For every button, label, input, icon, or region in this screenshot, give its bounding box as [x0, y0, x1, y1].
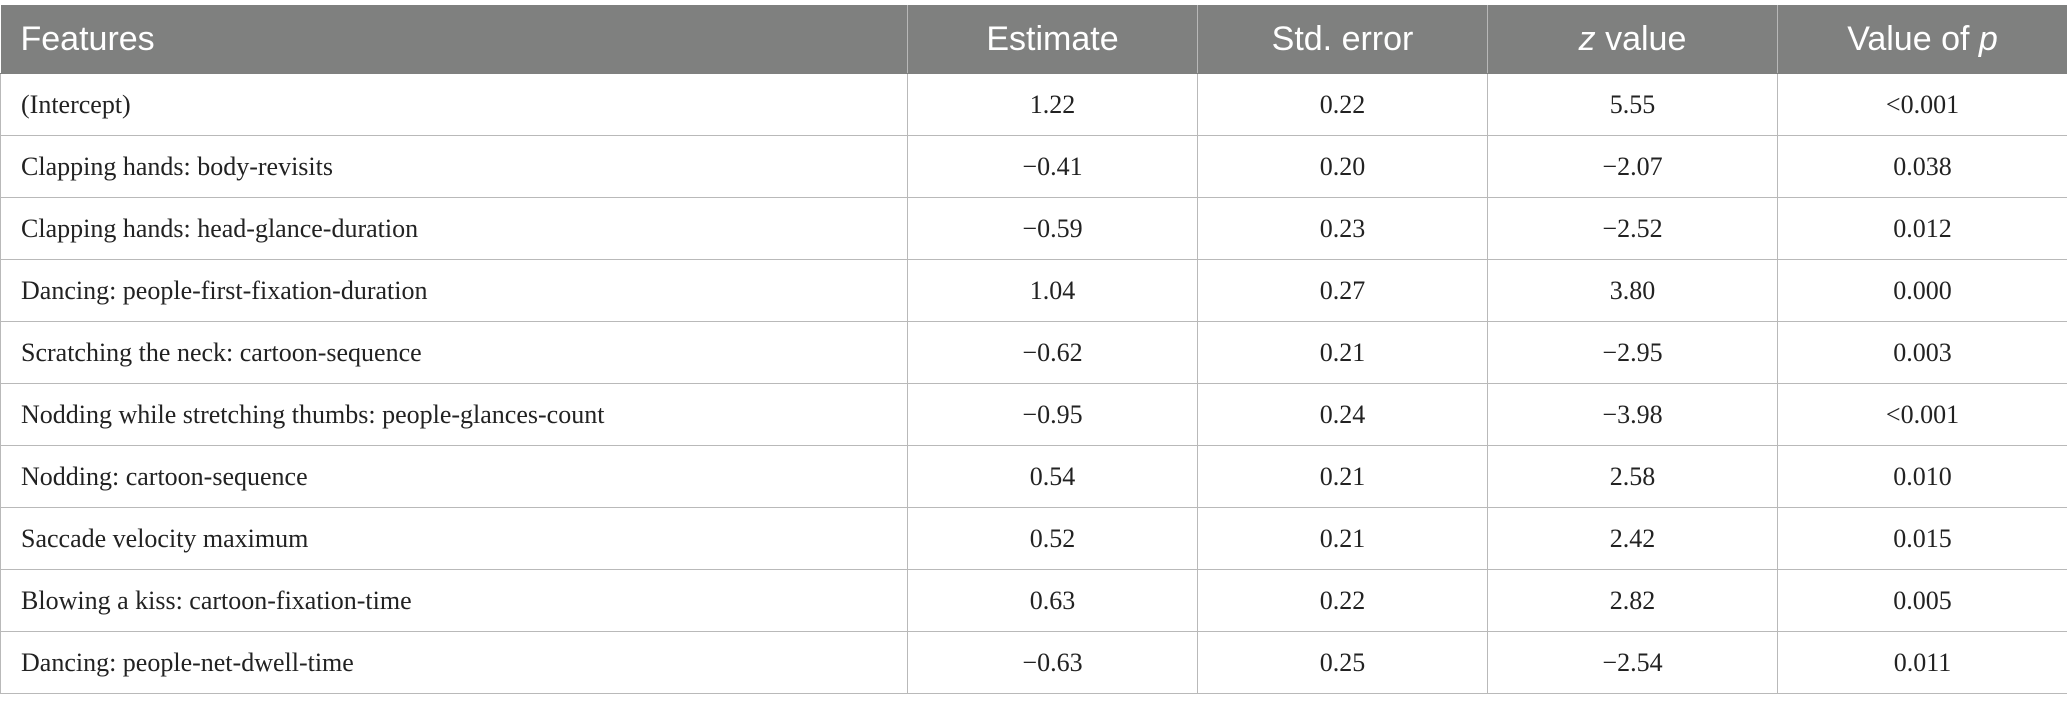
cell-std-error: 0.23 — [1197, 197, 1488, 260]
table-row: Dancing: people-net-dwell-time −0.63 0.2… — [0, 631, 2067, 694]
regression-table-container: Features Estimate Std. error z value Val… — [0, 5, 2067, 694]
header-z-rest: value — [1595, 20, 1687, 58]
header-std-error: Std. error — [1197, 5, 1488, 74]
table-row: Dancing: people-first-fixation-duration … — [0, 259, 2067, 322]
cell-std-error: 0.21 — [1197, 507, 1488, 570]
cell-estimate: 1.22 — [907, 73, 1198, 136]
cell-estimate: −0.41 — [907, 135, 1198, 198]
cell-p-value: 0.011 — [1777, 631, 2067, 694]
cell-estimate: −0.95 — [907, 383, 1198, 446]
header-estimate: Estimate — [907, 5, 1198, 74]
header-z-value: z value — [1487, 5, 1778, 74]
cell-estimate: −0.62 — [907, 321, 1198, 384]
table-row: Scratching the neck: cartoon-sequence −0… — [0, 321, 2067, 384]
cell-feature: Scratching the neck: cartoon-sequence — [0, 321, 908, 384]
cell-std-error: 0.22 — [1197, 73, 1488, 136]
cell-z-value: 2.82 — [1487, 569, 1778, 632]
cell-p-value: 0.010 — [1777, 445, 2067, 508]
table-row: Nodding: cartoon-sequence 0.54 0.21 2.58… — [0, 445, 2067, 508]
cell-z-value: 2.58 — [1487, 445, 1778, 508]
header-p-italic: p — [1978, 20, 1998, 58]
table-row: Blowing a kiss: cartoon-fixation-time 0.… — [0, 569, 2067, 632]
cell-estimate: −0.63 — [907, 631, 1198, 694]
cell-z-value: −2.07 — [1487, 135, 1778, 198]
cell-feature: Blowing a kiss: cartoon-fixation-time — [0, 569, 908, 632]
table-body: (Intercept) 1.22 0.22 5.55 <0.001 Clappi… — [0, 73, 2067, 694]
cell-std-error: 0.21 — [1197, 321, 1488, 384]
header-row: Features Estimate Std. error z value Val… — [0, 5, 2067, 74]
cell-p-value: 0.038 — [1777, 135, 2067, 198]
table-row: (Intercept) 1.22 0.22 5.55 <0.001 — [0, 73, 2067, 136]
cell-feature: Saccade velocity maximum — [0, 507, 908, 570]
cell-estimate: 0.54 — [907, 445, 1198, 508]
cell-z-value: −2.95 — [1487, 321, 1778, 384]
header-p-value: Value of p — [1777, 5, 2067, 74]
cell-p-value: 0.012 — [1777, 197, 2067, 260]
table-row: Clapping hands: head-glance-duration −0.… — [0, 197, 2067, 260]
cell-p-value: <0.001 — [1777, 383, 2067, 446]
table-header: Features Estimate Std. error z value Val… — [0, 5, 2067, 74]
cell-feature: Nodding: cartoon-sequence — [0, 445, 908, 508]
cell-p-value: <0.001 — [1777, 73, 2067, 136]
cell-z-value: 5.55 — [1487, 73, 1778, 136]
cell-std-error: 0.27 — [1197, 259, 1488, 322]
cell-z-value: −2.52 — [1487, 197, 1778, 260]
cell-z-value: −2.54 — [1487, 631, 1778, 694]
cell-std-error: 0.20 — [1197, 135, 1488, 198]
cell-feature: Nodding while stretching thumbs: people-… — [0, 383, 908, 446]
cell-p-value: 0.000 — [1777, 259, 2067, 322]
table-row: Saccade velocity maximum 0.52 0.21 2.42 … — [0, 507, 2067, 570]
cell-feature: (Intercept) — [0, 73, 908, 136]
cell-std-error: 0.25 — [1197, 631, 1488, 694]
cell-estimate: 1.04 — [907, 259, 1198, 322]
table-row: Clapping hands: body-revisits −0.41 0.20… — [0, 135, 2067, 198]
cell-estimate: 0.63 — [907, 569, 1198, 632]
cell-std-error: 0.24 — [1197, 383, 1488, 446]
cell-z-value: −3.98 — [1487, 383, 1778, 446]
cell-feature: Clapping hands: head-glance-duration — [0, 197, 908, 260]
cell-z-value: 2.42 — [1487, 507, 1778, 570]
cell-p-value: 0.003 — [1777, 321, 2067, 384]
cell-feature: Dancing: people-first-fixation-duration — [0, 259, 908, 322]
cell-p-value: 0.015 — [1777, 507, 2067, 570]
header-p-prefix: Value of — [1847, 20, 1979, 58]
cell-z-value: 3.80 — [1487, 259, 1778, 322]
cell-feature: Clapping hands: body-revisits — [0, 135, 908, 198]
header-features: Features — [0, 5, 908, 74]
cell-estimate: 0.52 — [907, 507, 1198, 570]
cell-std-error: 0.22 — [1197, 569, 1488, 632]
cell-std-error: 0.21 — [1197, 445, 1488, 508]
cell-p-value: 0.005 — [1777, 569, 2067, 632]
table-row: Nodding while stretching thumbs: people-… — [0, 383, 2067, 446]
cell-feature: Dancing: people-net-dwell-time — [0, 631, 908, 694]
regression-table: Features Estimate Std. error z value Val… — [0, 5, 2067, 694]
header-z-italic: z — [1578, 20, 1596, 58]
cell-estimate: −0.59 — [907, 197, 1198, 260]
